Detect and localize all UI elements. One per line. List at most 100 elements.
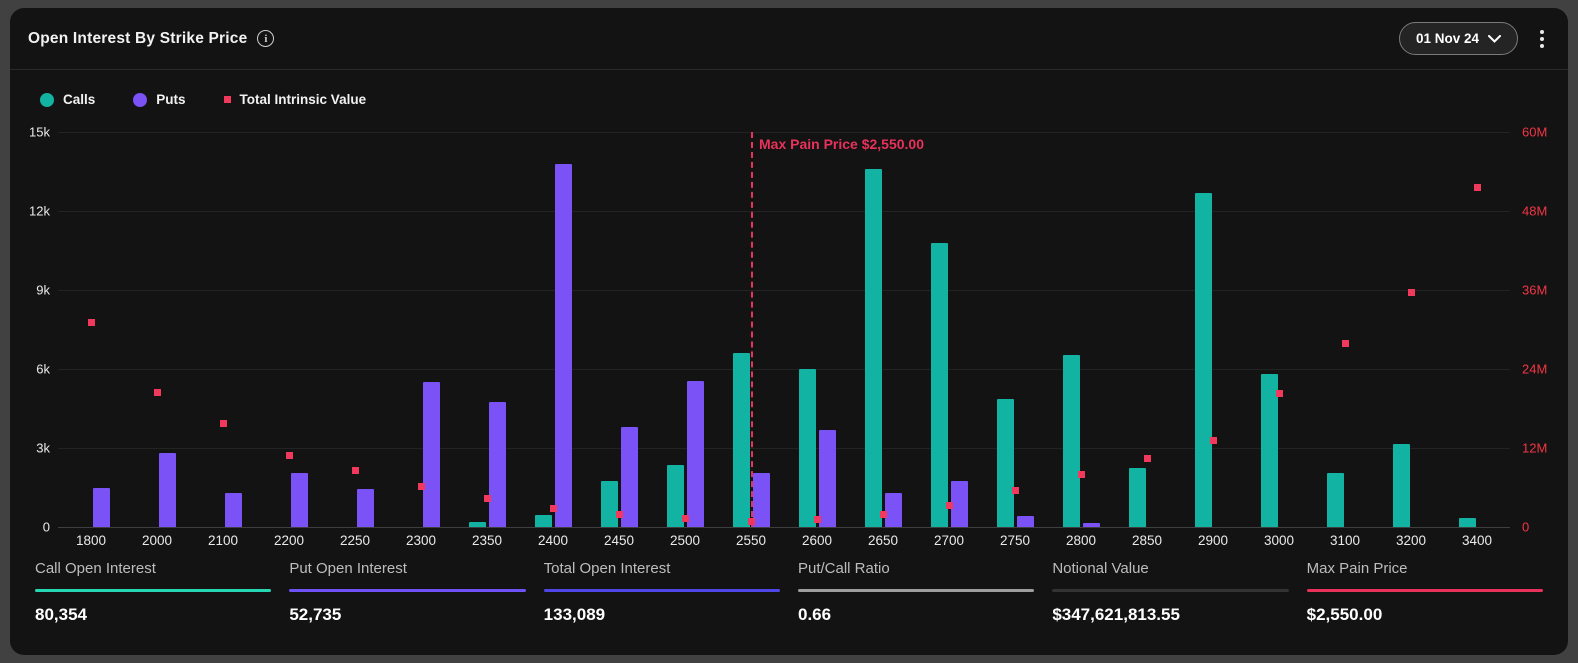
call-bar-3200[interactable] bbox=[1392, 444, 1410, 527]
put-bar-2450[interactable] bbox=[620, 426, 638, 527]
call-bar-2600[interactable] bbox=[798, 369, 816, 527]
x-axis-tick: 2250 bbox=[339, 533, 371, 548]
put-bar-2650[interactable] bbox=[884, 492, 902, 527]
intrinsic-value-dot-2200[interactable] bbox=[285, 451, 293, 459]
put-bar-2350[interactable] bbox=[488, 401, 506, 527]
gridline bbox=[58, 527, 1510, 528]
chart-plot: 1800 2000 2100 2200 2250 2300 2350 2400 2450 2500… bbox=[58, 132, 1510, 548]
legend-item-total-intrinsic-value[interactable]: Total Intrinsic Value bbox=[223, 92, 367, 107]
put-bar-2700[interactable] bbox=[950, 480, 968, 527]
y-axis-left-tick: 6k bbox=[36, 361, 50, 377]
intrinsic-value-dot-2650[interactable] bbox=[879, 510, 887, 518]
x-axis-tick: 3100 bbox=[1329, 533, 1361, 548]
strike-group-2900: 2900 bbox=[1180, 132, 1246, 548]
intrinsic-value-dot-2000[interactable] bbox=[153, 388, 161, 396]
put-bar-2250[interactable] bbox=[356, 488, 374, 527]
legend-label: Total Intrinsic Value bbox=[239, 92, 367, 107]
put-bar-2750[interactable] bbox=[1016, 516, 1034, 527]
call-bar-2900[interactable] bbox=[1194, 192, 1212, 527]
call-bar-2350[interactable] bbox=[468, 521, 486, 527]
x-axis-tick: 2500 bbox=[669, 533, 701, 548]
intrinsic-value-dot-2700[interactable] bbox=[945, 501, 953, 509]
strike-group-2800: 2800 bbox=[1048, 132, 1114, 548]
intrinsic-value-dot-3400[interactable] bbox=[1473, 184, 1481, 192]
kebab-menu-icon[interactable] bbox=[1534, 26, 1550, 52]
intrinsic-value-dot-2450[interactable] bbox=[615, 510, 623, 518]
intrinsic-value-dot-2900[interactable] bbox=[1209, 436, 1217, 444]
strike-group-3200: 3200 bbox=[1378, 132, 1444, 548]
stat-value: 133,089 bbox=[543, 605, 606, 624]
stat-accent-rule bbox=[797, 589, 1035, 592]
strike-group-2350: 2350 bbox=[454, 132, 520, 548]
legend-item-puts[interactable]: Puts bbox=[133, 92, 186, 107]
strike-group-2400: 2400 bbox=[520, 132, 586, 548]
put-bar-2600[interactable] bbox=[818, 429, 836, 527]
intrinsic-value-dot-2750[interactable] bbox=[1011, 487, 1019, 495]
x-axis-tick: 2300 bbox=[405, 533, 437, 548]
gridline bbox=[58, 132, 1510, 133]
x-axis-tick: 2750 bbox=[999, 533, 1031, 548]
intrinsic-value-dot-2400[interactable] bbox=[549, 505, 557, 513]
x-axis-tick: 3000 bbox=[1263, 533, 1295, 548]
stat-notional-value: Notional Value $347,621,813.55 bbox=[1052, 560, 1289, 625]
put-bar-2550[interactable] bbox=[752, 473, 770, 527]
call-bar-2850[interactable] bbox=[1128, 467, 1146, 527]
intrinsic-value-dot-3100[interactable] bbox=[1341, 340, 1349, 348]
intrinsic-value-dot-2350[interactable] bbox=[483, 495, 491, 503]
strike-group-2450: 2450 bbox=[586, 132, 652, 548]
intrinsic-value-dot-2250[interactable] bbox=[351, 466, 359, 474]
legend-circle-icon bbox=[40, 92, 54, 107]
call-bar-2700[interactable] bbox=[930, 242, 948, 527]
intrinsic-value-dot-2500[interactable] bbox=[681, 514, 689, 522]
stat-label: Put/Call Ratio bbox=[797, 560, 890, 577]
legend-label: Puts bbox=[156, 92, 186, 107]
stats-row: Call Open Interest 80,354 Put Open Interes… bbox=[10, 560, 1568, 625]
y-axis-left-tick: 9k bbox=[36, 282, 50, 298]
call-bar-3000[interactable] bbox=[1260, 374, 1278, 527]
stat-label: Put Open Interest bbox=[289, 560, 407, 577]
call-bar-3100[interactable] bbox=[1326, 473, 1344, 527]
strike-group-2700: 2700 bbox=[916, 132, 982, 548]
put-bar-2100[interactable] bbox=[224, 492, 242, 527]
y-axis-left-tick: 3k bbox=[36, 440, 50, 456]
legend-item-calls[interactable]: Calls bbox=[40, 92, 95, 107]
intrinsic-value-dot-3200[interactable] bbox=[1407, 289, 1415, 297]
x-axis-tick: 2650 bbox=[867, 533, 899, 548]
put-bar-2200[interactable] bbox=[290, 473, 308, 527]
strike-group-1800: 1800 bbox=[58, 132, 124, 548]
put-bar-2400[interactable] bbox=[554, 163, 572, 527]
stat-value: 80,354 bbox=[35, 605, 87, 624]
intrinsic-value-dot-2850[interactable] bbox=[1143, 455, 1151, 463]
strike-group-3400: 3400 bbox=[1444, 132, 1510, 548]
call-bar-2450[interactable] bbox=[600, 480, 618, 527]
call-bar-3400[interactable] bbox=[1458, 517, 1476, 527]
intrinsic-value-dot-1800[interactable] bbox=[87, 319, 95, 327]
call-bar-2650[interactable] bbox=[864, 168, 882, 527]
intrinsic-value-dot-2800[interactable] bbox=[1077, 471, 1085, 479]
intrinsic-value-dot-2600[interactable] bbox=[813, 516, 821, 524]
y-axis-right-tick: 60M bbox=[1522, 124, 1548, 140]
call-bar-2750[interactable] bbox=[996, 399, 1014, 527]
stat-label: Call Open Interest bbox=[35, 560, 156, 577]
stat-accent-rule bbox=[543, 589, 780, 592]
x-axis-tick: 2450 bbox=[603, 533, 635, 548]
date-selector[interactable]: 01 Nov 24 bbox=[1398, 22, 1518, 55]
strike-group-3100: 3100 bbox=[1312, 132, 1378, 548]
stat-value: $347,621,813.55 bbox=[1052, 605, 1180, 624]
put-bar-1800[interactable] bbox=[92, 487, 110, 527]
strike-group-2500: 2500 bbox=[652, 132, 718, 548]
call-bar-2500[interactable] bbox=[666, 465, 684, 527]
info-icon[interactable]: i bbox=[257, 30, 275, 47]
intrinsic-value-dot-3000[interactable] bbox=[1275, 389, 1283, 397]
put-bar-2000[interactable] bbox=[158, 453, 176, 527]
call-bar-2800[interactable] bbox=[1062, 354, 1080, 527]
put-bar-2800[interactable] bbox=[1082, 523, 1100, 527]
call-bar-2400[interactable] bbox=[534, 515, 552, 527]
stat-value: $2,550.00 bbox=[1306, 605, 1383, 624]
call-bar-2550[interactable] bbox=[732, 353, 750, 527]
put-bar-2300[interactable] bbox=[422, 382, 440, 527]
intrinsic-value-dot-2300[interactable] bbox=[417, 482, 425, 490]
put-bar-2500[interactable] bbox=[686, 380, 704, 527]
intrinsic-value-dot-2100[interactable] bbox=[219, 420, 227, 428]
stat-accent-rule bbox=[289, 589, 526, 592]
